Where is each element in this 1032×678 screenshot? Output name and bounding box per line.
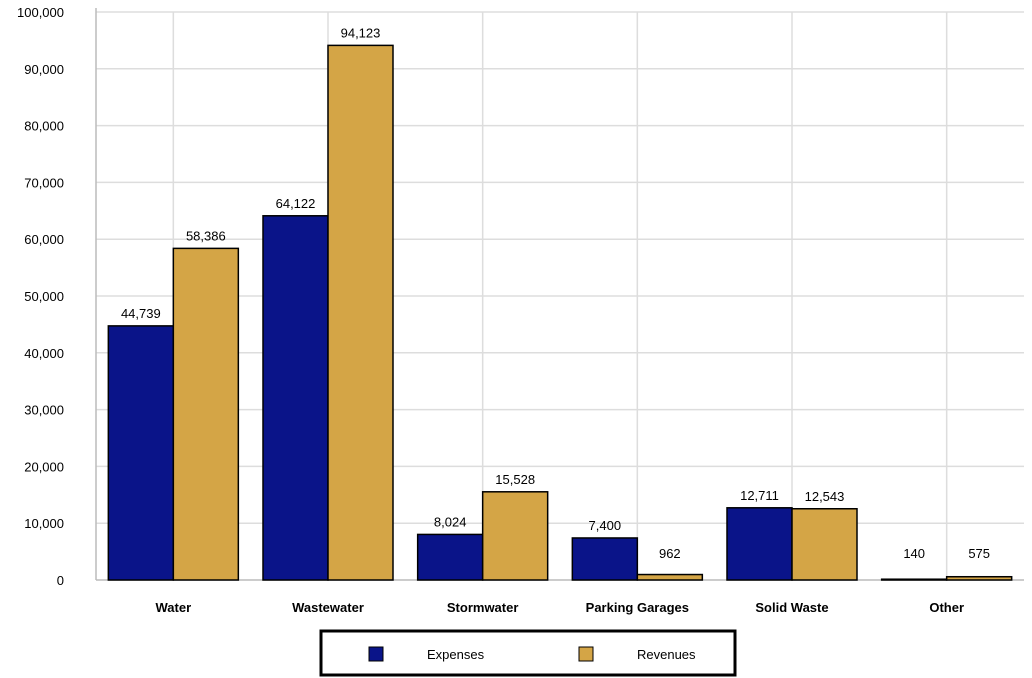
y-tick-label: 80,000 xyxy=(24,119,64,134)
y-tick-label: 10,000 xyxy=(24,516,64,531)
data-label: 140 xyxy=(903,546,925,561)
y-tick-label: 100,000 xyxy=(17,5,64,20)
legend-box xyxy=(319,629,737,677)
y-tick-label: 50,000 xyxy=(24,289,64,304)
x-tick-label: Other xyxy=(929,600,964,615)
data-label: 8,024 xyxy=(434,514,467,529)
data-label: 575 xyxy=(968,546,990,561)
data-label: 44,739 xyxy=(121,306,161,321)
bars xyxy=(107,44,1013,581)
legend-label-revenues: Revenues xyxy=(637,647,696,662)
y-tick-label: 30,000 xyxy=(24,403,64,418)
x-tick-label: Parking Garages xyxy=(586,600,689,615)
bar-revenues-parking-garages xyxy=(636,573,704,581)
bar-revenues-stormwater xyxy=(481,491,549,581)
y-tick-label: 60,000 xyxy=(24,232,64,247)
legend: Expenses Revenues xyxy=(319,629,737,677)
x-tick-label: Wastewater xyxy=(292,600,364,615)
y-tick-label: 70,000 xyxy=(24,175,64,190)
bar-expenses-other xyxy=(880,578,948,581)
y-tick-label: 20,000 xyxy=(24,459,64,474)
legend-label-expenses: Expenses xyxy=(427,647,485,662)
data-label: 7,400 xyxy=(589,518,622,533)
y-tick-label: 0 xyxy=(57,573,64,588)
data-label: 12,543 xyxy=(805,489,845,504)
data-label: 58,386 xyxy=(186,228,226,243)
data-label: 64,122 xyxy=(276,196,316,211)
bar-expenses-solid-waste xyxy=(726,507,793,581)
x-tick-label: Stormwater xyxy=(447,600,519,615)
legend-swatch-revenues xyxy=(578,646,594,662)
bar-revenues-wastewater xyxy=(327,44,394,581)
bar-expenses-wastewater xyxy=(262,215,329,581)
axes: 0 10,000 20,000 30,000 40,000 50,000 60,000 70,… xyxy=(17,5,1024,615)
data-labels: 44,739 58,386 64,122 94,123 8,024 15,528 7,400… xyxy=(121,25,990,561)
y-tick-label: 90,000 xyxy=(24,62,64,77)
data-label: 15,528 xyxy=(495,472,535,487)
bar-revenues-solid-waste xyxy=(791,508,858,581)
legend-swatch-expenses xyxy=(368,646,384,662)
bar-expenses-parking-garages xyxy=(571,537,639,581)
bar-expenses-stormwater xyxy=(416,533,484,581)
y-tick-label: 40,000 xyxy=(24,346,64,361)
bar-expenses-water xyxy=(107,325,175,581)
bar-revenues-other xyxy=(945,575,1013,581)
x-tick-label: Solid Waste xyxy=(755,600,828,615)
bar-revenues-water xyxy=(172,247,240,581)
data-label: 962 xyxy=(659,546,681,561)
data-label: 94,123 xyxy=(341,25,381,40)
x-tick-label: Water xyxy=(156,600,192,615)
data-label: 12,711 xyxy=(740,488,779,503)
